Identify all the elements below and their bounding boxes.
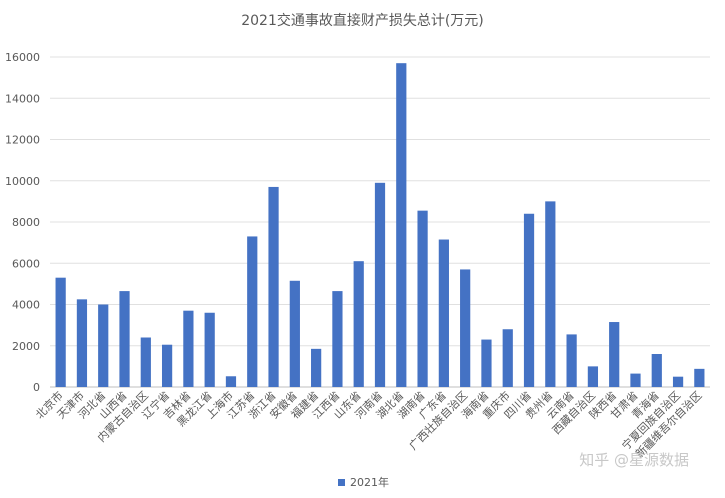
y-axis: 0 2000 4000 6000 8000 10000 12000 14000 16000 [5,51,40,394]
bar [76,299,88,387]
bar [183,310,194,387]
bar [247,236,258,387]
bar [523,213,535,387]
legend-swatch [338,479,345,486]
bar [566,334,577,387]
bar [502,329,513,387]
bar [332,291,343,387]
bar [98,304,109,387]
bar [374,182,386,387]
bar [460,269,471,387]
bar [268,186,279,387]
bar [311,348,322,387]
y-tick-label: 4000 [12,299,40,312]
y-tick-label: 2000 [12,340,40,353]
bar [609,322,620,387]
chart-title: 2021交通事故直接财产损失总计(万元) [241,13,484,29]
bar [672,376,684,387]
bar [630,373,641,387]
y-tick-label: 0 [33,381,40,394]
bar [204,312,215,387]
bar [481,339,492,387]
y-tick-label: 8000 [12,216,40,229]
y-tick-label: 6000 [12,257,40,270]
bar [651,354,662,387]
legend: 2021年 [338,475,389,489]
bar [545,201,556,387]
bar [438,239,449,387]
bar [119,291,130,387]
bar [587,366,599,387]
bar [161,344,173,387]
bar [140,337,151,387]
bar [55,277,66,387]
y-tick-label: 10000 [5,175,40,188]
bars [55,63,705,387]
bar [396,63,407,387]
bar [417,210,428,387]
bar [694,368,705,387]
bar [353,261,364,387]
legend-label: 2021年 [350,475,389,489]
y-tick-label: 16000 [5,51,40,64]
bar [225,376,237,387]
y-tick-label: 12000 [5,134,40,147]
bar [289,280,300,387]
watermark-text: 知乎 @星源数据 [579,451,689,469]
y-tick-label: 14000 [5,92,40,105]
